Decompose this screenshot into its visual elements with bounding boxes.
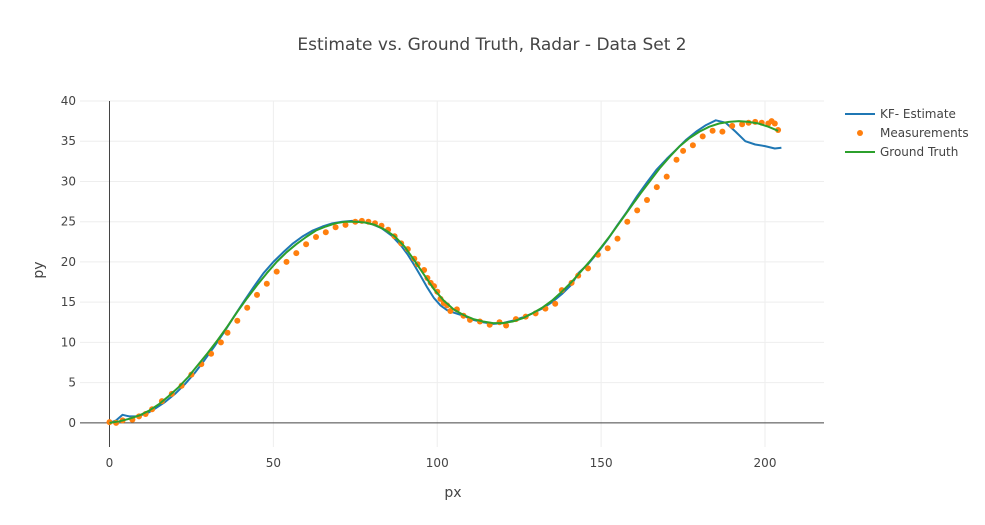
legend-swatch	[857, 130, 863, 136]
legend[interactable]: KF- Estimate Measurements Ground Truth	[845, 107, 969, 159]
measurement-point	[447, 308, 454, 314]
y-axis-label: py	[31, 261, 47, 278]
measurement-point	[644, 197, 650, 203]
y-tick-label: 5	[68, 376, 76, 390]
measurement-point	[322, 229, 329, 236]
y-tick-label: 30	[61, 174, 76, 188]
measurement-point	[293, 250, 300, 257]
measurement-point	[663, 173, 670, 180]
y-tick-label: 0	[68, 416, 76, 430]
measurement-point	[244, 304, 251, 311]
measurement-point	[552, 300, 559, 307]
legend-item-kf-estimate[interactable]: KF- Estimate	[845, 107, 956, 121]
y-tick-label: 20	[61, 255, 76, 269]
x-tick-label: 150	[590, 456, 613, 470]
measurement-point	[634, 207, 641, 214]
measurement-point	[303, 241, 310, 248]
measurement-point	[653, 184, 660, 191]
tick-labels: 0 50 100 150 200 0 5 10 15 20 25 30 35 40	[61, 94, 777, 470]
y-tick-label: 40	[61, 94, 76, 108]
measurement-point	[208, 350, 215, 357]
measurement-point	[709, 127, 716, 134]
x-tick-label: 50	[266, 456, 281, 470]
measurement-point	[263, 280, 270, 287]
plot-area	[106, 118, 782, 426]
measurement-point	[604, 245, 611, 252]
y-tick-label: 10	[61, 335, 76, 349]
measurement-point	[273, 268, 280, 275]
measurement-point	[342, 221, 349, 228]
legend-label: Measurements	[880, 126, 969, 140]
zero-lines	[80, 101, 824, 447]
y-tick-label: 25	[61, 215, 76, 229]
series-line-ground-truth	[109, 120, 779, 424]
measurement-point	[234, 317, 241, 324]
measurement-point	[729, 122, 736, 129]
measurement-point	[771, 120, 778, 127]
measurement-point	[673, 156, 680, 163]
y-tick-label: 15	[61, 295, 76, 309]
legend-item-measurements[interactable]: Measurements	[857, 126, 969, 140]
measurement-point	[217, 339, 224, 346]
x-axis-label: px	[444, 485, 461, 501]
measurement-point	[585, 265, 591, 272]
measurement-point	[739, 121, 746, 128]
chart-title: Estimate vs. Ground Truth, Radar - Data …	[297, 35, 686, 55]
grid	[80, 100, 824, 447]
series-line-kf-estimate	[109, 119, 782, 424]
measurement-point	[332, 224, 339, 231]
measurement-point	[503, 322, 510, 329]
measurement-point	[689, 142, 696, 149]
legend-label: Ground Truth	[880, 145, 958, 159]
measurement-point	[224, 329, 231, 336]
measurement-point	[614, 235, 621, 242]
x-tick-label: 0	[106, 456, 114, 470]
legend-item-ground-truth[interactable]: Ground Truth	[845, 145, 958, 159]
measurement-point	[699, 133, 706, 140]
measurement-point	[254, 291, 260, 298]
y-tick-label: 35	[61, 134, 76, 148]
x-tick-label: 200	[754, 456, 777, 470]
measurement-point	[680, 147, 687, 154]
measurement-point	[313, 234, 319, 240]
measurement-point	[283, 258, 290, 265]
measurement-point	[719, 128, 726, 135]
measurement-point	[624, 218, 631, 225]
legend-label: KF- Estimate	[880, 107, 956, 121]
x-tick-label: 100	[426, 456, 449, 470]
